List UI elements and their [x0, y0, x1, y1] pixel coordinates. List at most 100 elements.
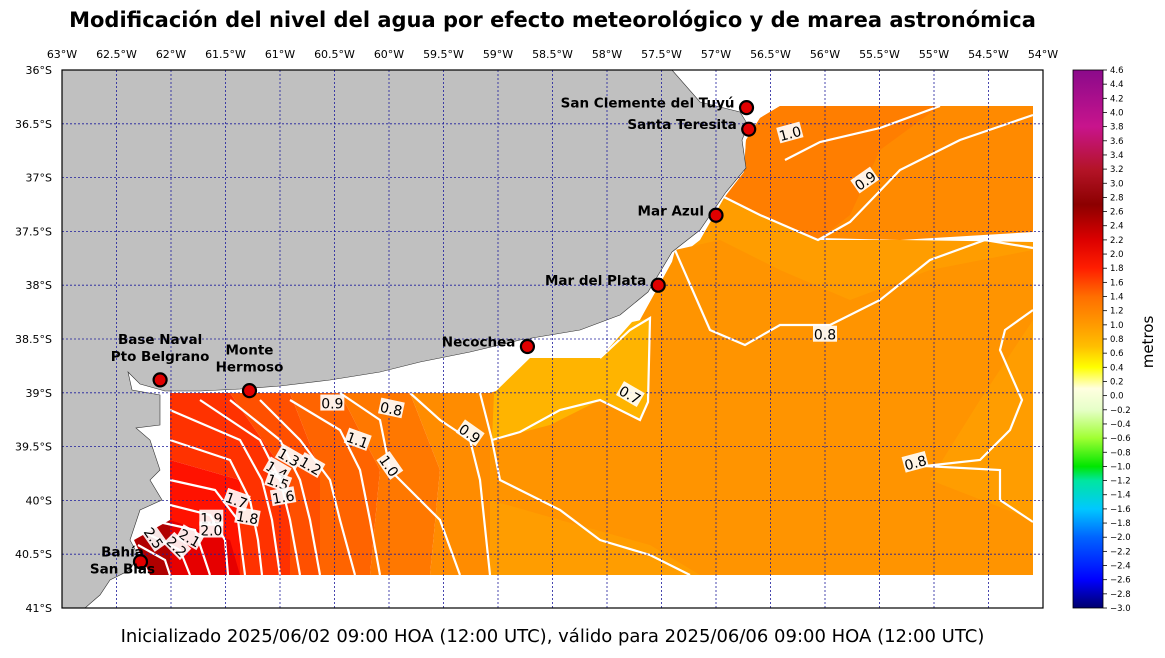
colorbar-tick-label: 1.0: [1110, 321, 1124, 331]
contour-label: 2.0: [199, 521, 224, 540]
city-label: San Blas: [90, 562, 155, 578]
contour-1-2: [259, 399, 357, 576]
longitude-label: 59.5°W: [423, 48, 464, 61]
city-marker[interactable]: [708, 207, 724, 223]
contour-label: 0.8: [901, 450, 929, 474]
field-region-main-center: [490, 240, 1033, 575]
city-label: Base Naval: [118, 332, 202, 348]
contour-1-3: [229, 399, 322, 576]
contour-label-bg: [813, 325, 837, 342]
contour-label-bg: [376, 450, 404, 480]
contour-label-bg: [264, 469, 293, 493]
city-markers: San Clemente del Tuyú Santa Teresita Mar A…: [90, 96, 757, 578]
contour-label-bg: [850, 166, 880, 194]
latitude-label: 39.5°S: [15, 441, 52, 454]
city-marker[interactable]: [650, 277, 666, 293]
city-marker[interactable]: [132, 554, 149, 570]
colorbar-bar: [1072, 69, 1104, 609]
longitude-label: 59°W: [483, 48, 513, 61]
colorbar-tick-label: 1.4: [1110, 293, 1124, 303]
colorbar-tick-label: −0.4: [1110, 420, 1131, 430]
city-label: Pto Belgrano: [111, 349, 210, 365]
latitude-label: 37.5°S: [15, 225, 52, 238]
contour-1-0-ne: [784, 104, 941, 161]
colorbar-tick-label: −3.0: [1110, 604, 1131, 614]
city-marker[interactable]: [738, 100, 755, 116]
colorbar-tick-label: 0.2: [1110, 377, 1124, 387]
colorbar-tick-label: 1.6: [1110, 278, 1124, 288]
longitude-label: 55°W: [919, 48, 949, 61]
contour-label-bg: [175, 524, 205, 551]
map-frame: [61, 69, 1044, 609]
colorbar-tick-label: −2.6: [1110, 576, 1131, 586]
latitude-label: 36°S: [26, 64, 52, 77]
colorbar-tick-label: 2.6: [1110, 208, 1124, 218]
colorbar-tick-label: −0.2: [1110, 406, 1131, 416]
colorbar-tick-label: 2.2: [1110, 236, 1124, 246]
colorbar-tick-label: −0.6: [1110, 434, 1131, 444]
contour-label: 0.8: [377, 397, 405, 420]
city-label: Monte: [226, 343, 274, 359]
colorbar-tick-label: 0.0: [1110, 392, 1124, 402]
latitude-label: 40.5°S: [15, 548, 52, 561]
colorbar-tick-label: −2.8: [1110, 590, 1131, 600]
colorbar-tick-label: 3.2: [1110, 165, 1124, 175]
longitude-label: 57°W: [701, 48, 731, 61]
colorbar-tick-label: −1.4: [1110, 491, 1131, 501]
contour-label-bg: [199, 521, 224, 538]
contour-label-text: 1.1: [344, 430, 370, 453]
field-band-1-5: [170, 393, 290, 575]
colorbar-tick-label: −1.0: [1110, 462, 1131, 472]
contour-label-text: 0.9: [321, 397, 343, 413]
city-marker[interactable]: [741, 121, 757, 137]
city-label: San Clemente del Tuyú: [561, 96, 735, 112]
colorbar-tick-label: 3.0: [1110, 179, 1124, 189]
contour-0-9-ne: [719, 113, 1034, 242]
colorbar-tick-label: 2.4: [1110, 222, 1124, 232]
latitude-label: 36.5°S: [15, 118, 52, 131]
contour-label-text: 2.0: [200, 524, 222, 540]
colorbar-tick-label: 0.6: [1110, 349, 1124, 359]
latitude-label: 38.5°S: [15, 333, 52, 346]
colorbar-tick-label: −2.0: [1110, 533, 1131, 543]
colorbar-tick-label: −1.6: [1110, 505, 1131, 515]
contour-label-bg: [296, 452, 326, 479]
map-plot-area: [62, 70, 1043, 608]
city-label: Bahía: [101, 545, 144, 561]
contour-0-7: [491, 316, 652, 442]
contour-label-bg: [320, 394, 345, 411]
colorbar-tick-label: −1.2: [1110, 477, 1131, 487]
contour-label-bg: [140, 523, 168, 552]
contour-label-bg: [776, 121, 804, 144]
city-marker[interactable]: [519, 338, 536, 355]
longitude-label: 60°W: [374, 48, 404, 61]
colorbar-tick-label: 2.8: [1110, 193, 1124, 203]
colorbar-tick-label: 3.8: [1110, 123, 1124, 133]
latitude-label: 39°S: [26, 387, 52, 400]
contour-label: 1.0: [776, 121, 804, 145]
validity-footer: Inicializado 2025/06/02 09:00 HOA (12:00…: [120, 626, 985, 647]
colorbar-tick-label: 4.6: [1110, 66, 1124, 76]
contour-label: 1.8: [234, 506, 261, 528]
contour-label-text: 0.8: [814, 328, 836, 344]
contour-label-bg: [163, 531, 192, 561]
city-marker[interactable]: [152, 372, 168, 388]
longitude-label: 54°W: [1028, 48, 1058, 61]
city-marker[interactable]: [241, 383, 258, 399]
colorbar-ticks: 4.6 4.4 4.2 4.0 3.8 3.6 3.4 3.2 3.0 2.8 2.6 2.4 2.2 2…: [1103, 66, 1131, 614]
city-label: Hermoso: [216, 360, 284, 376]
longitude-tick-labels: 63°W 62.5°W 62°W 61.5°W 61°W 60.5°W 60°W 59.5°W…: [47, 48, 1058, 61]
contour-0-8-south: [478, 392, 691, 576]
longitude-label: 61.5°W: [205, 48, 246, 61]
colorbar-tick-label: −1.8: [1110, 519, 1131, 529]
longitude-label: 55.5°W: [859, 48, 900, 61]
longitude-label: 56°W: [810, 48, 840, 61]
contour-label-bg: [222, 487, 251, 512]
colorbar-label: metros: [1139, 316, 1157, 369]
colorbar: 4.6 4.4 4.2 4.0 3.8 3.6 3.4 3.2 3.0 2.8 2.6 2.4 2.2 2…: [1072, 66, 1157, 614]
contour-label-bg: [615, 381, 645, 408]
map-title: Modificación del nivel del agua por efec…: [69, 8, 1036, 32]
contour-label-text: 0.8: [903, 453, 929, 474]
longitude-label: 54.5°W: [968, 48, 1009, 61]
